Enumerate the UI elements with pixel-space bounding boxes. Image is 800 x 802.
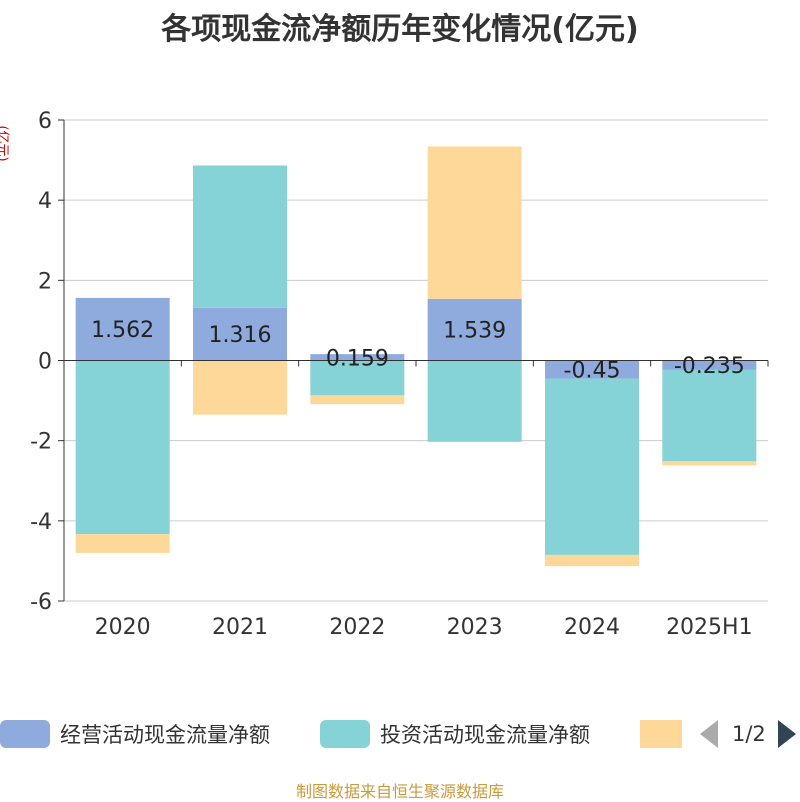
y-tick-label: 6 (38, 109, 52, 134)
chevron-right-icon[interactable] (777, 720, 796, 748)
data-labels: 1.562 1.316 0.159 1.539 -0.45 -0.235 (91, 318, 745, 383)
bar-segment (75, 360, 170, 535)
chart-title: 各项现金流净额历年变化情况(亿元) (161, 12, 639, 47)
axes: 6 4 2 0 -2 -4 -6 2020 2021 2022 2023 2024 2025H1 (30, 109, 769, 640)
x-tick-label: 2024 (564, 615, 620, 640)
bar-segment (427, 298, 522, 361)
bar-segment (427, 360, 522, 442)
legend-label: 投资活动现金流量净额 (380, 723, 590, 747)
data-label: -0.235 (674, 354, 745, 379)
data-label: 1.562 (91, 318, 154, 343)
legend-page-indicator: 1/2 (732, 722, 766, 746)
data-label: -0.45 (564, 359, 621, 384)
bar-segment (662, 360, 757, 370)
chevron-left-icon[interactable] (700, 720, 718, 748)
y-tick-label: -2 (30, 430, 52, 455)
x-tick-label: 2023 (447, 615, 503, 640)
bars (75, 146, 757, 567)
legend-swatch (320, 720, 370, 748)
bar-segment (193, 360, 287, 415)
data-label: 1.316 (209, 323, 272, 348)
bar-segment (545, 378, 639, 555)
bar-segment (545, 554, 639, 567)
x-tick-label: 2022 (329, 615, 385, 640)
y-tick-label: -6 (30, 590, 52, 615)
bar-segment (310, 354, 405, 361)
y-tick-label: 4 (38, 189, 52, 214)
x-tick-label: 2020 (95, 615, 151, 640)
bar-segment (662, 369, 757, 462)
y-tick-label: -4 (30, 510, 52, 535)
legend-label: 经营活动现金流量净额 (60, 723, 270, 747)
stacked-bar-chart: 6 4 2 0 -2 -4 -6 2020 2021 2022 2023 2024 2025H1 1.5… (30, 109, 769, 640)
bar-segment (193, 165, 287, 308)
grid-lines (64, 119, 768, 602)
bar-segment (193, 307, 287, 361)
bar-segment (310, 360, 405, 396)
legend-item-third[interactable] (640, 716, 692, 752)
data-label: 1.539 (443, 319, 506, 344)
x-tick-label: 2025H1 (666, 615, 753, 640)
bar-segment (75, 534, 170, 553)
legend-swatch (0, 720, 50, 748)
bar-segment (310, 395, 405, 405)
legend-item-investing[interactable]: 投资活动现金流量净额 (320, 716, 590, 752)
legend-swatch (640, 720, 682, 748)
legend-item-operating[interactable]: 经营活动现金流量净额 (0, 716, 270, 752)
bar-segment (662, 461, 757, 466)
data-source-note: 制图数据来自恒生聚源数据库 (295, 782, 504, 801)
data-label: 0.159 (326, 346, 389, 371)
bar-segment (427, 146, 522, 299)
bar-segment (75, 297, 170, 361)
y-tick-label: 0 (38, 350, 52, 375)
bar-segment (545, 360, 639, 379)
legend: 经营活动现金流量净额 投资活动现金流量净额 1/2 (0, 716, 800, 752)
y-tick-label: 2 (38, 269, 52, 294)
x-tick-label: 2021 (212, 615, 268, 640)
legend-pager: 1/2 (700, 716, 796, 752)
